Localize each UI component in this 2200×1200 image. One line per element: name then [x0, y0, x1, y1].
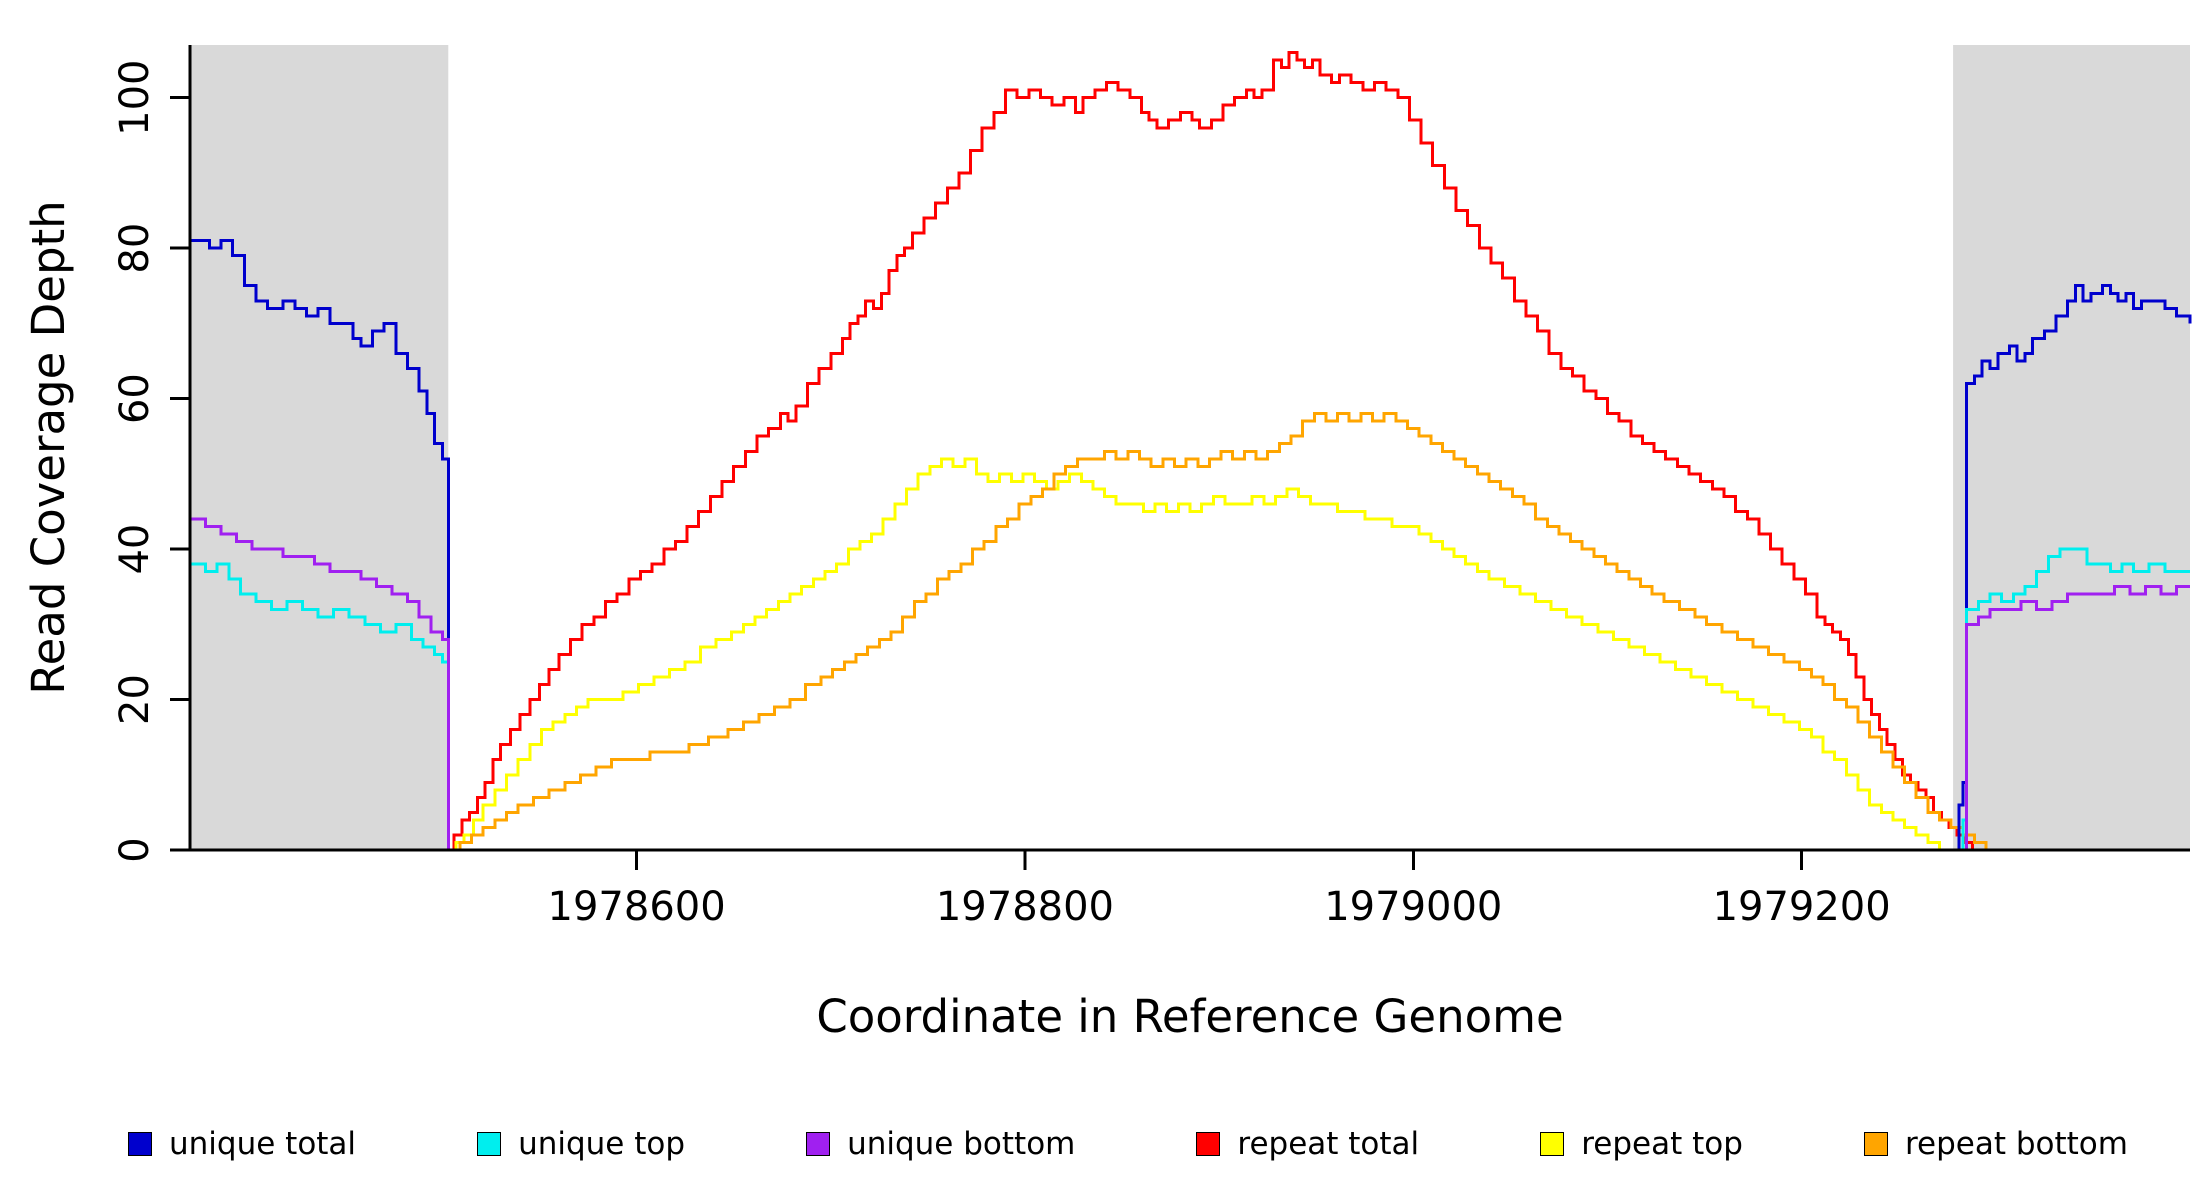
y-tick-label: 100: [112, 59, 158, 135]
x-axis-title: Coordinate in Reference Genome: [816, 990, 1563, 1043]
y-axis-title: Read Coverage Depth: [22, 200, 75, 694]
legend-item-unique-top: unique top: [477, 1126, 685, 1162]
unique-total-swatch-icon: [128, 1132, 152, 1156]
series-repeat-bottom: [190, 412, 2190, 852]
shaded-region-left-flank: [190, 45, 449, 850]
unique-top-swatch-icon: [477, 1132, 502, 1156]
repeat-bottom-swatch-icon: [1863, 1132, 1888, 1156]
y-tick-label: 0: [112, 837, 158, 862]
coverage-plot: 1978600 1978800 1979000 1979200 0 20 40 60 80 100…: [22, 45, 2192, 1043]
series-repeat-total: [190, 51, 2190, 852]
x-tick-label: 1978600: [548, 884, 726, 930]
y-tick-label: 60: [112, 373, 158, 424]
legend-label: unique top: [518, 1126, 686, 1162]
legend-item-unique-total: unique total: [128, 1126, 356, 1162]
legend-item-repeat-bottom: repeat bottom: [1863, 1126, 2128, 1162]
unique-bottom-swatch-icon: [806, 1132, 831, 1156]
x-tick-label: 1979200: [1713, 884, 1891, 930]
y-tick-label: 40: [112, 524, 158, 575]
y-tick-label: 80: [112, 223, 158, 274]
legend-item-unique-bottom: unique bottom: [806, 1126, 1075, 1162]
x-tick-label: 1979000: [1324, 884, 1502, 930]
legend-item-repeat-top: repeat top: [1540, 1126, 1743, 1162]
y-tick-label: 20: [112, 674, 158, 725]
legend-label: repeat top: [1581, 1126, 1743, 1162]
repeat-total-swatch-icon: [1196, 1132, 1221, 1156]
repeat-top-swatch-icon: [1540, 1132, 1565, 1156]
legend: unique total unique top unique bottom repea…: [0, 1126, 2200, 1162]
legend-label: repeat bottom: [1904, 1126, 2128, 1162]
series-repeat-top: [190, 457, 2190, 852]
legend-label: unique bottom: [847, 1126, 1076, 1162]
legend-item-repeat-total: repeat total: [1196, 1126, 1419, 1162]
series-unique-total: [190, 239, 2192, 852]
legend-label: repeat total: [1237, 1126, 1420, 1162]
legend-label: unique total: [169, 1126, 357, 1162]
shaded-region-right-flank: [1953, 45, 2190, 850]
series-unique-bottom: [190, 517, 2190, 852]
x-tick-label: 1978800: [936, 884, 1114, 930]
